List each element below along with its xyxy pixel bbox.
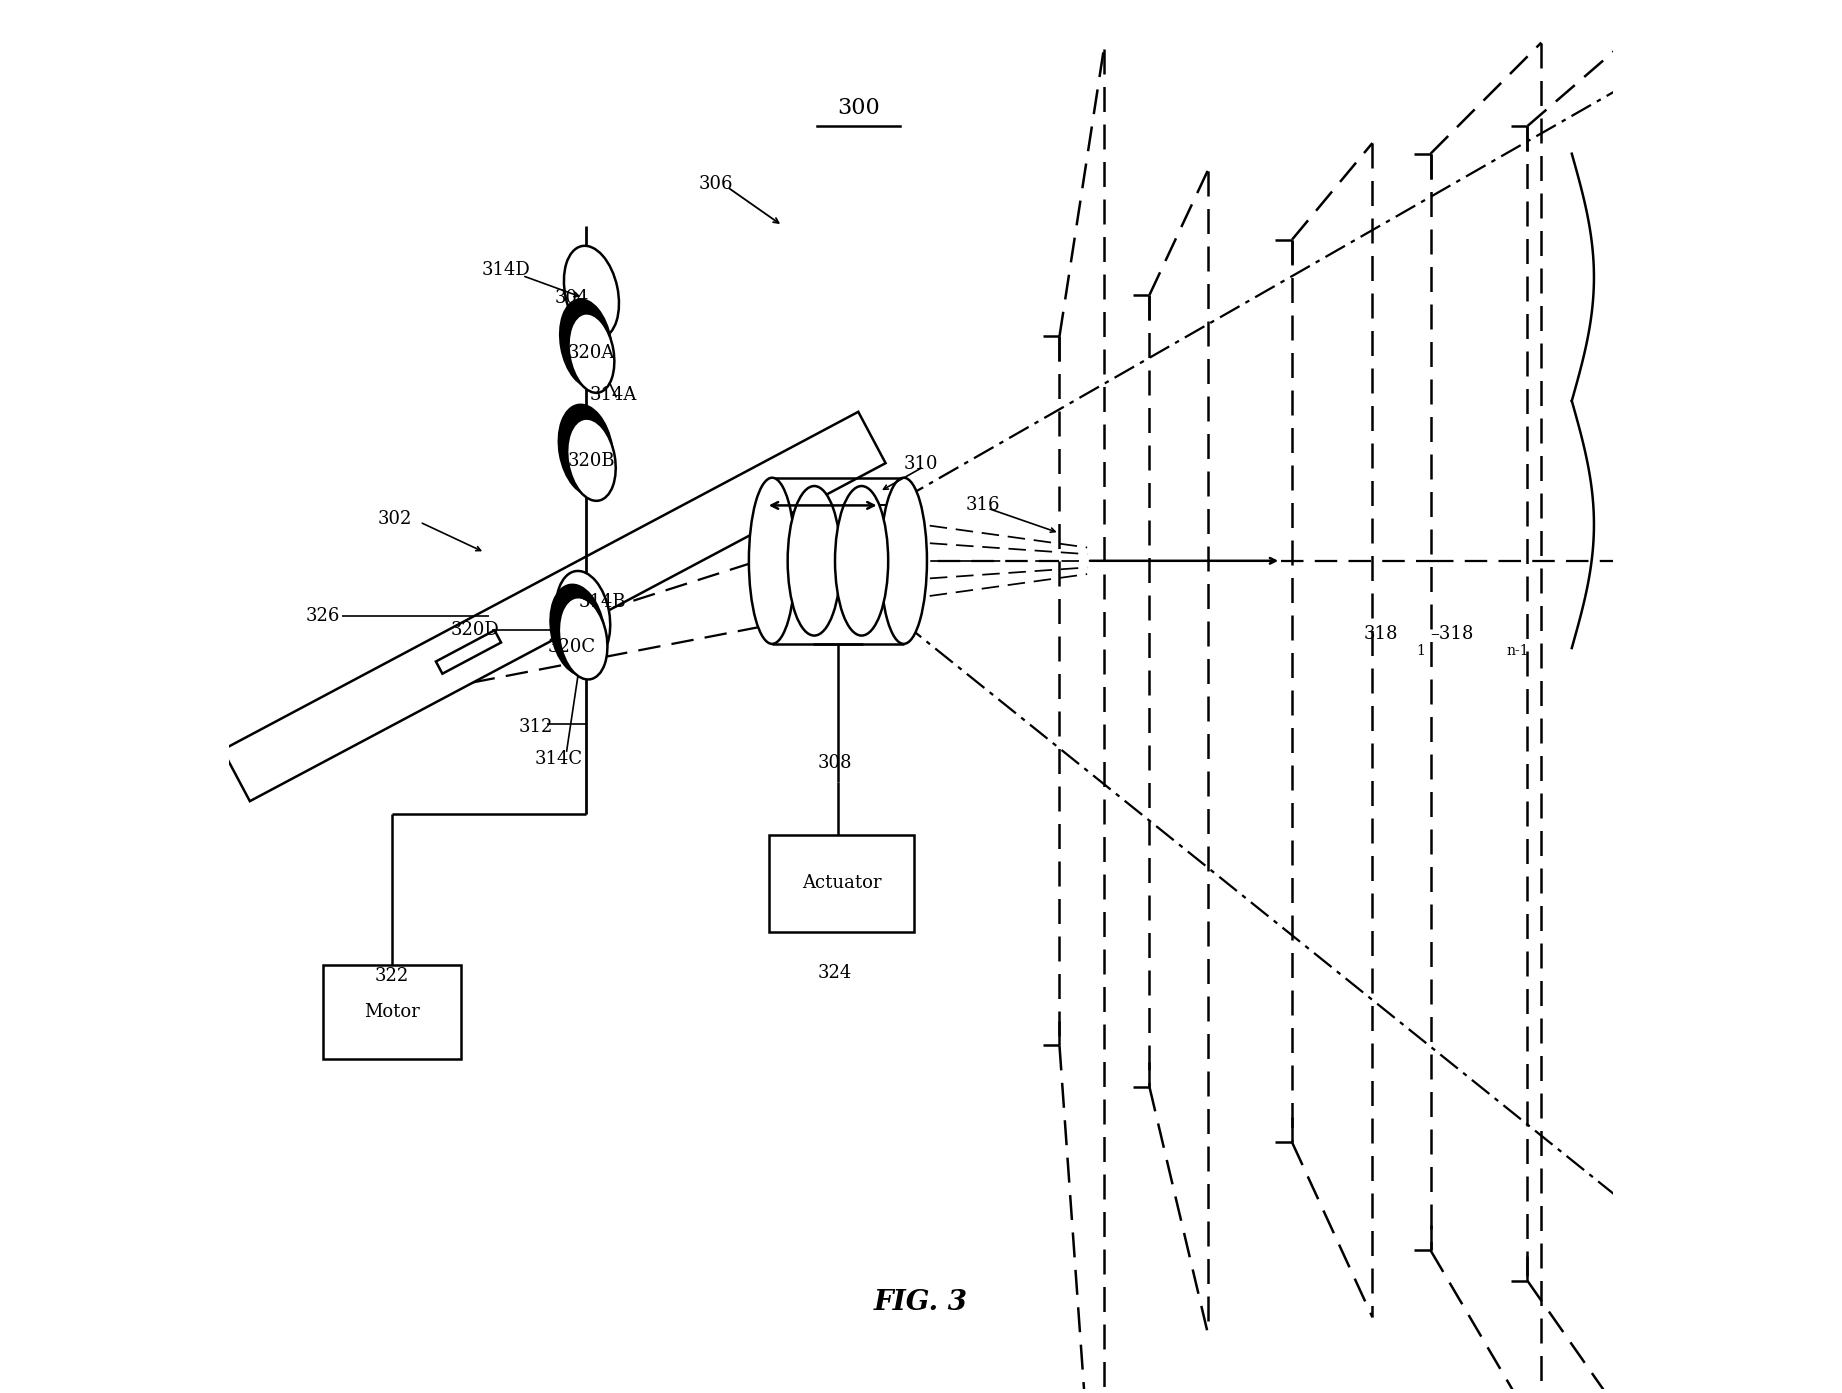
Text: 312: 312 xyxy=(519,717,553,736)
Ellipse shape xyxy=(750,478,796,644)
Text: 320B: 320B xyxy=(567,453,615,469)
FancyBboxPatch shape xyxy=(768,834,914,932)
Text: 324: 324 xyxy=(818,964,853,982)
Ellipse shape xyxy=(558,598,608,680)
Text: 308: 308 xyxy=(818,754,853,772)
Text: 314A: 314A xyxy=(589,386,637,404)
Ellipse shape xyxy=(558,405,613,496)
Ellipse shape xyxy=(551,585,604,676)
Text: –318: –318 xyxy=(1431,625,1474,644)
Text: 320A: 320A xyxy=(567,344,615,362)
Text: 326: 326 xyxy=(306,607,341,625)
Text: n-1: n-1 xyxy=(1507,644,1529,657)
Ellipse shape xyxy=(567,419,615,501)
Text: 310: 310 xyxy=(904,456,938,472)
Text: 314D: 314D xyxy=(481,260,530,279)
Ellipse shape xyxy=(564,245,619,338)
Polygon shape xyxy=(223,412,886,801)
Ellipse shape xyxy=(834,486,888,635)
Ellipse shape xyxy=(560,299,612,387)
Text: 1: 1 xyxy=(1416,644,1426,657)
Text: 316: 316 xyxy=(965,496,1000,514)
Ellipse shape xyxy=(880,478,927,644)
Text: 314C: 314C xyxy=(534,749,582,768)
Text: 302: 302 xyxy=(378,510,413,528)
Text: Actuator: Actuator xyxy=(801,875,880,893)
Text: 306: 306 xyxy=(698,176,733,194)
Text: 314B: 314B xyxy=(578,593,626,612)
Text: 318: 318 xyxy=(1365,625,1398,644)
Text: 320C: 320C xyxy=(549,638,597,656)
Polygon shape xyxy=(437,630,501,674)
Text: 300: 300 xyxy=(838,98,880,118)
Text: 304: 304 xyxy=(554,288,589,306)
Text: Motor: Motor xyxy=(365,1003,420,1021)
Ellipse shape xyxy=(788,486,840,635)
Text: 322: 322 xyxy=(376,967,409,985)
Ellipse shape xyxy=(556,571,610,662)
FancyBboxPatch shape xyxy=(322,965,460,1059)
Text: FIG. 3: FIG. 3 xyxy=(873,1290,969,1316)
Text: 320D: 320D xyxy=(451,621,499,639)
Ellipse shape xyxy=(569,313,615,393)
